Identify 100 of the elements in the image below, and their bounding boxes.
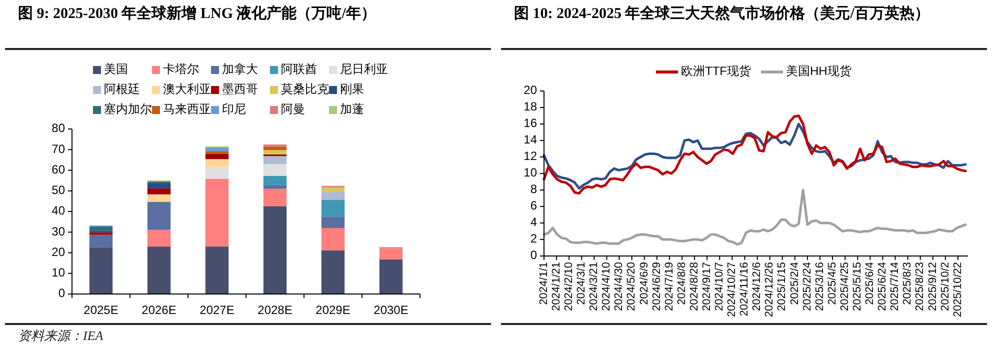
x-tick-label: 2025/2/24	[801, 262, 814, 311]
x-tick-label: 2024/10/27	[726, 262, 738, 318]
bar	[89, 232, 113, 235]
legend-label: 欧洲TTF现货	[681, 64, 751, 78]
legend-label: 阿联酋	[281, 62, 317, 76]
y-tick-label: 80	[52, 121, 66, 136]
x-tick-label: 2024/12/6	[751, 262, 764, 311]
bar	[147, 188, 171, 194]
bar	[321, 187, 345, 192]
x-tick-label: 2024/3/1	[576, 262, 588, 305]
y-tick-label: 8	[530, 182, 538, 196]
bar	[147, 183, 171, 188]
y-tick-label: 18	[524, 100, 538, 114]
y-tick-label: 4	[530, 215, 538, 230]
legend-label: 阿根廷	[104, 82, 140, 96]
x-tick-label: 2024/11/16	[738, 262, 751, 316]
legend-label: 澳大利亚	[163, 82, 211, 96]
bar	[147, 194, 171, 202]
bar	[379, 259, 403, 294]
bar	[321, 192, 345, 200]
x-tick-label: 2024/6/29	[650, 262, 663, 311]
y-tick-label: 20	[524, 83, 538, 98]
x-tick-label: 2025/4/25	[838, 262, 851, 311]
x-tick-label: 2024/4/30	[613, 262, 626, 311]
bar	[205, 167, 229, 179]
x-tick-label: 2025/1/15	[776, 262, 788, 311]
text: 资料来源：IEA	[18, 327, 104, 345]
y-tick-label: 50	[52, 183, 66, 198]
y-tick-label: 16	[524, 116, 538, 130]
x-tick-label: 2025/10/22	[952, 262, 964, 318]
y-tick-label: 10	[52, 266, 66, 280]
y-tick-label: 14	[524, 132, 538, 147]
bar	[147, 202, 171, 230]
y-tick-label: 60	[52, 162, 66, 176]
x-tick-label: 2025/6/24	[876, 262, 889, 311]
legend-label: 莫桑比克	[281, 82, 329, 96]
legend-label: 塞内加尔	[104, 102, 152, 116]
bar	[205, 178, 229, 247]
x-tick-label: 2025/8/23	[914, 262, 926, 311]
legend-label: 卡塔尔	[163, 62, 199, 76]
bar	[205, 246, 229, 294]
legend-label: 阿曼	[281, 102, 305, 116]
x-tick-label: 2030E	[374, 303, 408, 317]
bar	[205, 147, 229, 152]
legend-label: 美国HH现货	[786, 64, 852, 78]
y-tick-label: 0	[530, 248, 538, 262]
bar	[263, 206, 287, 294]
y-tick-label: 6	[530, 198, 538, 213]
x-tick-label: 2024/8/28	[688, 262, 700, 311]
bar	[147, 246, 171, 294]
x-tick-label: 2024/7/19	[663, 262, 676, 311]
line-series	[542, 114, 967, 195]
x-tick-label: 2025/7/14	[889, 262, 902, 311]
x-tick-label: 2024/2/10	[562, 262, 575, 311]
legend-label: 加蓬	[340, 102, 364, 116]
x-tick-label: 2024/12/26	[764, 262, 776, 318]
x-tick-label: 2025/4/5	[826, 262, 838, 305]
legend-label: 墨西哥	[222, 82, 258, 96]
y-tick-label: 70	[52, 142, 66, 156]
x-tick-label: 2025/6/4	[864, 262, 876, 305]
y-tick-label: 12	[524, 149, 538, 164]
x-tick-label: 2025/8/3	[902, 262, 914, 305]
legend-label: 印尼	[222, 102, 246, 116]
x-tick-label: 2028E	[258, 303, 292, 317]
legend-label: 刚果	[340, 82, 364, 96]
line-series	[542, 188, 967, 246]
bar	[89, 247, 113, 294]
x-tick-label: 2026E	[142, 303, 176, 317]
bar	[321, 228, 345, 250]
legend-label: 尼日利亚	[340, 62, 388, 76]
legend-label: 马来西亚	[163, 102, 211, 116]
bar	[205, 159, 229, 168]
x-tick-label: 2024/4/10	[600, 262, 613, 311]
x-tick-label: 2024/6/9	[638, 262, 650, 305]
y-tick-label: 10	[524, 166, 538, 180]
y-tick-label: 40	[52, 204, 66, 218]
y-tick-label: 0	[58, 286, 66, 300]
bar	[147, 230, 171, 247]
bar	[321, 200, 345, 217]
legend-label: 美国	[104, 62, 128, 76]
x-tick-label: 2025/2/4	[788, 262, 801, 305]
bar	[263, 188, 287, 206]
bar	[263, 146, 287, 150]
x-tick-label: 2024/8/8	[676, 262, 688, 305]
x-tick-label: 2024/3/21	[588, 262, 600, 311]
bar	[321, 250, 345, 294]
bar	[89, 226, 113, 231]
bar	[263, 150, 287, 154]
bar	[321, 216, 345, 228]
chart-title: 图 9: 2025-2030 年全球新增 LNG 液化产能（万吨/年）	[18, 4, 377, 24]
bar	[263, 144, 287, 147]
x-tick-label: 2025/5/15	[852, 262, 864, 311]
bar	[263, 164, 287, 176]
x-tick-label: 2027E	[200, 303, 234, 317]
x-tick-label: 2025/3/16	[814, 262, 826, 311]
x-tick-label: 2025/10/2	[939, 262, 952, 311]
x-tick-label: 2024/1/1	[538, 262, 550, 305]
x-tick-label: 2024/5/20	[626, 262, 638, 311]
bar	[89, 234, 113, 248]
bar	[379, 248, 403, 260]
